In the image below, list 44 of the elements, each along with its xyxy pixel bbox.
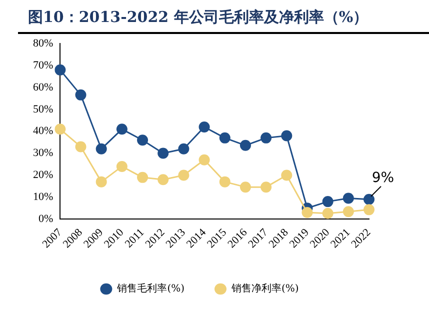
y-tick-label: 0% bbox=[38, 213, 54, 225]
point bbox=[178, 170, 190, 181]
point bbox=[260, 182, 272, 193]
y-tick-label: 20% bbox=[32, 169, 54, 182]
point bbox=[54, 64, 66, 76]
point bbox=[137, 172, 148, 183]
y-tick-label: 10% bbox=[32, 191, 54, 204]
point bbox=[322, 208, 334, 219]
point bbox=[219, 176, 230, 188]
y-tick-label: 50% bbox=[32, 103, 54, 116]
point bbox=[198, 154, 210, 166]
point bbox=[158, 174, 169, 186]
point bbox=[240, 140, 251, 151]
point bbox=[158, 148, 169, 159]
y-tick-label: 30% bbox=[32, 147, 54, 160]
y-tick-label: 40% bbox=[32, 125, 54, 138]
y-tick-label: 60% bbox=[32, 81, 54, 94]
chart-title: 图10：2013-2022 年公司毛利率及净利率（%） bbox=[18, 0, 429, 34]
point bbox=[302, 207, 313, 218]
point bbox=[219, 132, 230, 144]
point bbox=[281, 170, 292, 181]
point bbox=[364, 204, 374, 216]
legend-label: 销售毛利率(%) bbox=[116, 282, 185, 295]
point bbox=[322, 196, 334, 208]
point bbox=[96, 143, 107, 154]
point bbox=[198, 121, 210, 132]
point bbox=[260, 132, 272, 144]
point bbox=[364, 194, 374, 205]
point bbox=[54, 124, 66, 135]
annotation: 9% bbox=[372, 170, 394, 186]
y-tick-label: 70% bbox=[32, 59, 54, 72]
point bbox=[137, 134, 148, 146]
point bbox=[116, 124, 128, 135]
point bbox=[75, 89, 86, 100]
point bbox=[281, 130, 292, 142]
point bbox=[240, 182, 251, 193]
point bbox=[342, 206, 354, 218]
y-tick-label: 80% bbox=[32, 37, 54, 50]
point bbox=[116, 160, 128, 172]
point bbox=[96, 176, 107, 188]
point bbox=[342, 192, 354, 204]
point bbox=[75, 141, 86, 152]
legend-label: 销售净利率(%) bbox=[230, 282, 299, 295]
point bbox=[178, 143, 190, 154]
